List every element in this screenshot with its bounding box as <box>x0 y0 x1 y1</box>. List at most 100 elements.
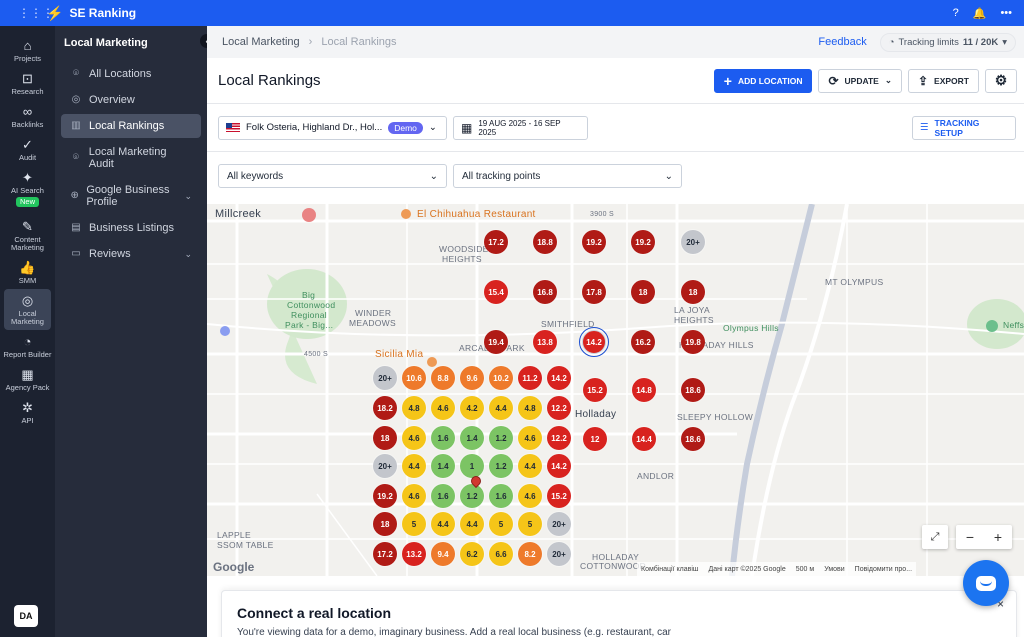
ranking-point[interactable]: 14.2 <box>547 366 571 390</box>
nav-item-business-listings[interactable]: ▤ Business Listings <box>71 222 174 234</box>
rail-item-projects[interactable]: ⌂ Projects <box>13 38 42 63</box>
ranking-point[interactable]: 18 <box>681 280 705 304</box>
ranking-point[interactable]: 8.2 <box>518 542 542 566</box>
ranking-point[interactable]: 4.6 <box>402 484 426 508</box>
ranking-point[interactable]: 14.2 <box>547 454 571 478</box>
rail-item-audit[interactable]: ✓ Audit <box>18 137 37 162</box>
fullscreen-button[interactable]: ⤢ <box>922 525 948 549</box>
rail-item-agency-pack[interactable]: ▦ Agency Pack <box>5 367 50 392</box>
ranking-point[interactable]: 1.6 <box>431 484 455 508</box>
settings-button[interactable]: ⚙ <box>985 68 1017 93</box>
rail-item-backlinks[interactable]: ∞ Backlinks <box>11 104 44 129</box>
feedback-link[interactable]: Feedback <box>818 36 867 48</box>
ranking-point[interactable]: 19.2 <box>373 484 397 508</box>
location-select[interactable]: Folk Osteria, Highland Dr., Hol... Demo … <box>218 115 447 140</box>
ranking-point[interactable]: 1.6 <box>431 426 455 450</box>
ranking-point[interactable]: 19.8 <box>681 330 705 354</box>
ranking-point[interactable]: 14.2 <box>579 327 609 357</box>
tracking-points-select[interactable]: All tracking points ⌄ <box>453 164 682 188</box>
ranking-point[interactable]: 4.6 <box>518 426 542 450</box>
ranking-point[interactable]: 18.6 <box>681 427 705 451</box>
ranking-point[interactable]: 18 <box>373 512 397 536</box>
ranking-point[interactable]: 5 <box>402 512 426 536</box>
ranking-point[interactable]: 18.8 <box>533 230 557 254</box>
ranking-point[interactable]: 1.6 <box>489 484 513 508</box>
ranking-point[interactable]: 4.4 <box>460 512 484 536</box>
brand-logo[interactable]: ⚡ SE Ranking <box>46 5 136 22</box>
ranking-point[interactable]: 20+ <box>681 230 705 254</box>
ranking-point[interactable]: 9.4 <box>431 542 455 566</box>
rail-item-research[interactable]: ⊡ Research <box>11 71 44 96</box>
ranking-point[interactable]: 12 <box>583 427 607 451</box>
ranking-point[interactable]: 5 <box>489 512 513 536</box>
ranking-point[interactable]: 11.2 <box>518 366 542 390</box>
ranking-point[interactable]: 20+ <box>547 542 571 566</box>
ranking-point[interactable]: 14.8 <box>632 378 656 402</box>
ranking-point[interactable]: 6.6 <box>489 542 513 566</box>
nav-item-overview[interactable]: ◎ Overview <box>71 94 135 106</box>
ranking-point[interactable]: 18 <box>631 280 655 304</box>
ranking-point[interactable]: 16.2 <box>631 330 655 354</box>
ranking-point[interactable]: 16.8 <box>533 280 557 304</box>
ranking-point[interactable]: 4.4 <box>489 396 513 420</box>
ranking-point[interactable]: 13.8 <box>533 330 557 354</box>
ranking-point[interactable]: 20+ <box>373 454 397 478</box>
rail-item-ai-search[interactable]: ✦ AI Search New <box>11 170 44 207</box>
rankings-map[interactable]: Millcreek El Chihuahua Restaurant WOODSI… <box>207 204 1024 576</box>
ranking-point[interactable]: 19.2 <box>582 230 606 254</box>
ranking-point[interactable]: 4.6 <box>518 484 542 508</box>
ranking-point[interactable]: 1.2 <box>489 426 513 450</box>
zoom-out-button[interactable]: − <box>965 529 975 545</box>
nav-item-local-marketing-audit[interactable]: ⌾ Local Marketing Audit <box>61 140 201 176</box>
ranking-point[interactable]: 18.6 <box>681 378 705 402</box>
ranking-point[interactable]: 6.2 <box>460 542 484 566</box>
report-link[interactable]: Повідомити про... <box>854 565 913 573</box>
ranking-point[interactable]: 17.2 <box>373 542 397 566</box>
ranking-point[interactable]: 10.6 <box>402 366 426 390</box>
ranking-point[interactable]: 4.4 <box>518 454 542 478</box>
help-icon[interactable]: ? <box>952 6 959 19</box>
ranking-point[interactable]: 9.6 <box>460 366 484 390</box>
keywords-select[interactable]: All keywords ⌄ <box>218 164 447 188</box>
ranking-point[interactable]: 19.2 <box>631 230 655 254</box>
ranking-point[interactable]: 19.4 <box>484 330 508 354</box>
ranking-point[interactable]: 18 <box>373 426 397 450</box>
ranking-point[interactable]: 18.2 <box>373 396 397 420</box>
ranking-point[interactable]: 4.4 <box>402 454 426 478</box>
ranking-point[interactable]: 4.6 <box>402 426 426 450</box>
ranking-point[interactable]: 1.4 <box>460 426 484 450</box>
nav-item-all-locations[interactable]: ⌾ All Locations <box>61 62 201 86</box>
tracking-setup-button[interactable]: ☰ TRACKING SETUP <box>912 115 1016 140</box>
chat-button[interactable] <box>963 560 1009 606</box>
zoom-in-button[interactable]: + <box>993 529 1003 545</box>
ranking-point[interactable]: 1.4 <box>431 454 455 478</box>
bell-icon[interactable]: 🔔 <box>972 7 987 20</box>
export-button[interactable]: ⇪ EXPORT <box>907 68 979 93</box>
breadcrumb-parent[interactable]: Local Marketing <box>222 36 300 48</box>
more-icon[interactable]: ••• <box>1000 6 1012 19</box>
nav-item-google-business-profile[interactable]: ⊕ Google Business Profile ⌄ <box>70 184 192 208</box>
ranking-point[interactable]: 1.2 <box>489 454 513 478</box>
nav-item-reviews[interactable]: ▭ Reviews ⌄ <box>71 248 192 260</box>
terms-link[interactable]: Умови <box>824 565 845 573</box>
grid-icon[interactable]: ⋮⋮⋮ <box>18 6 54 20</box>
ranking-point[interactable]: 4.2 <box>460 396 484 420</box>
ranking-point[interactable]: 13.2 <box>402 542 426 566</box>
nav-item-local-rankings[interactable]: ▥ Local Rankings <box>61 114 201 138</box>
ranking-point[interactable]: 12.2 <box>547 426 571 450</box>
avatar[interactable]: DA <box>14 605 38 627</box>
ranking-point[interactable]: 17.8 <box>582 280 606 304</box>
ranking-point[interactable]: 8.8 <box>431 366 455 390</box>
tracking-limits[interactable]: ◔ Tracking limits 11 / 20K ▾ <box>879 32 1016 52</box>
add-location-button[interactable]: + ADD LOCATION <box>713 68 813 93</box>
ranking-point[interactable]: 4.4 <box>431 512 455 536</box>
update-button[interactable]: ⟳ UPDATE ⌄ <box>818 68 902 93</box>
rail-item-smm[interactable]: 👍 SMM <box>18 260 37 285</box>
rail-item-content-marketing[interactable]: ✎ Content Marketing <box>11 219 44 252</box>
ranking-point[interactable]: 10.2 <box>489 366 513 390</box>
ranking-point[interactable]: 15.2 <box>547 484 571 508</box>
ranking-point[interactable]: 5 <box>518 512 542 536</box>
ranking-point[interactable]: 1 <box>460 454 484 478</box>
ranking-point[interactable]: 1.2 <box>460 484 484 508</box>
ranking-point[interactable]: 4.8 <box>518 396 542 420</box>
